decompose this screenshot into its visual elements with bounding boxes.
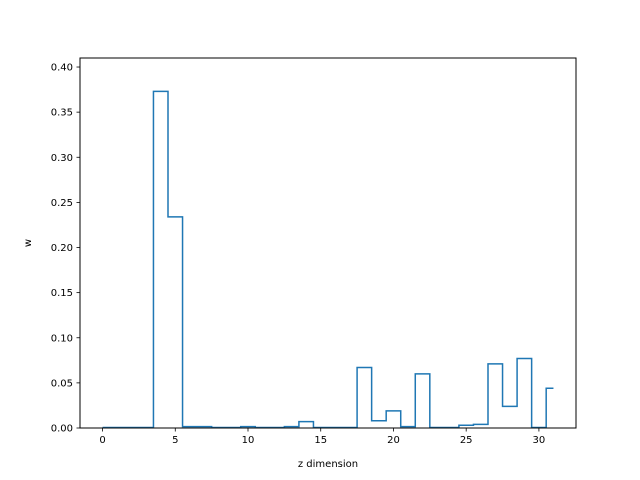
x-tick-label: 5 bbox=[172, 435, 178, 446]
y-ticks: 0.00 0.05 0.10 0.15 0.20 0.25 0.30 0.35 0.40 bbox=[51, 63, 80, 435]
x-tick-label: 25 bbox=[460, 435, 473, 446]
plot-area bbox=[80, 58, 576, 428]
x-axis-label: z dimension bbox=[298, 459, 358, 470]
x-ticks: 0 5 10 15 20 25 30 bbox=[99, 428, 545, 446]
y-tick-label: 0.05 bbox=[51, 378, 73, 389]
y-tick-label: 0.10 bbox=[51, 333, 73, 344]
plot-frame bbox=[79, 57, 577, 429]
y-tick-label: 0.40 bbox=[51, 63, 73, 74]
x-tick-label: 10 bbox=[242, 435, 255, 446]
x-tick-label: 0 bbox=[99, 435, 105, 446]
y-tick-label: 0.15 bbox=[51, 288, 73, 299]
y-tick-label: 0.25 bbox=[51, 198, 73, 209]
y-tick-label: 0.35 bbox=[51, 108, 73, 119]
y-tick-label: 0.00 bbox=[51, 424, 73, 435]
y-tick-label: 0.30 bbox=[51, 153, 73, 164]
y-axis-label: w bbox=[23, 239, 34, 247]
x-tick-label: 15 bbox=[314, 435, 327, 446]
x-tick-label: 20 bbox=[387, 435, 400, 446]
y-tick-label: 0.20 bbox=[51, 243, 73, 254]
x-tick-label: 30 bbox=[533, 435, 546, 446]
